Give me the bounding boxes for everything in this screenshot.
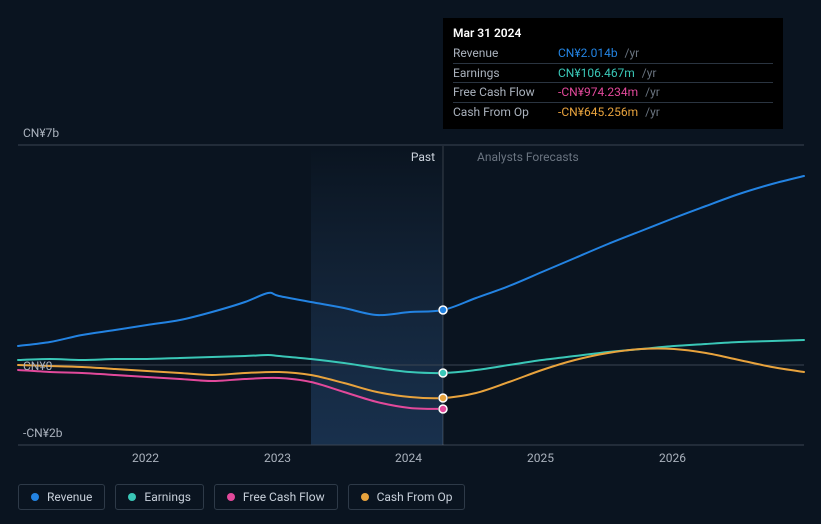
chart-tooltip: Mar 31 2024 RevenueCN¥2.014b /yrEarnings… xyxy=(443,18,783,129)
legend-swatch-icon xyxy=(128,493,136,501)
x-axis-label: 2022 xyxy=(132,451,159,465)
legend-item-label: Earnings xyxy=(144,490,191,504)
tooltip-date: Mar 31 2024 xyxy=(453,26,773,40)
tooltip-row: Cash From Op-CN¥645.256m /yr xyxy=(453,102,773,121)
legend-item-label: Cash From Op xyxy=(377,490,453,504)
x-axis-label: 2023 xyxy=(264,451,291,465)
tooltip-row-label: Earnings xyxy=(453,63,558,82)
tooltip-row-label: Revenue xyxy=(453,44,558,63)
legend-item-earnings[interactable]: Earnings xyxy=(115,484,204,510)
x-axis-label: 2025 xyxy=(527,451,554,465)
tooltip-row: EarningsCN¥106.467m /yr xyxy=(453,63,773,82)
legend-swatch-icon xyxy=(361,493,369,501)
y-axis-label: -CN¥2b xyxy=(23,426,62,440)
tooltip-row: Free Cash Flow-CN¥974.234m /yr xyxy=(453,83,773,102)
section-label-past: Past xyxy=(411,150,435,164)
legend-item-label: Revenue xyxy=(47,490,92,504)
legend-item-cash_from_op[interactable]: Cash From Op xyxy=(348,484,466,510)
x-axis-label: 2026 xyxy=(659,451,686,465)
tooltip-table: RevenueCN¥2.014b /yrEarningsCN¥106.467m … xyxy=(453,44,773,121)
tooltip-row-value: CN¥2.014b /yr xyxy=(558,44,773,63)
y-axis-label: CN¥0 xyxy=(23,359,52,373)
tooltip-row-label: Free Cash Flow xyxy=(453,83,558,102)
chart-legend: Revenue Earnings Free Cash Flow Cash From O… xyxy=(18,484,465,510)
x-axis-label: 2024 xyxy=(395,451,422,465)
tooltip-row-value: -CN¥974.234m /yr xyxy=(558,83,773,102)
tooltip-row-value: -CN¥645.256m /yr xyxy=(558,102,773,121)
chart-container: Mar 31 2024 RevenueCN¥2.014b /yrEarnings… xyxy=(0,0,821,524)
legend-item-revenue[interactable]: Revenue xyxy=(18,484,105,510)
tooltip-row-label: Cash From Op xyxy=(453,102,558,121)
tooltip-row-value: CN¥106.467m /yr xyxy=(558,63,773,82)
section-label-forecast: Analysts Forecasts xyxy=(477,150,579,164)
legend-item-free_cash_flow[interactable]: Free Cash Flow xyxy=(214,484,338,510)
y-axis-label: CN¥7b xyxy=(23,126,59,140)
legend-swatch-icon xyxy=(31,493,39,501)
tooltip-row: RevenueCN¥2.014b /yr xyxy=(453,44,773,63)
legend-item-label: Free Cash Flow xyxy=(243,490,325,504)
legend-swatch-icon xyxy=(227,493,235,501)
